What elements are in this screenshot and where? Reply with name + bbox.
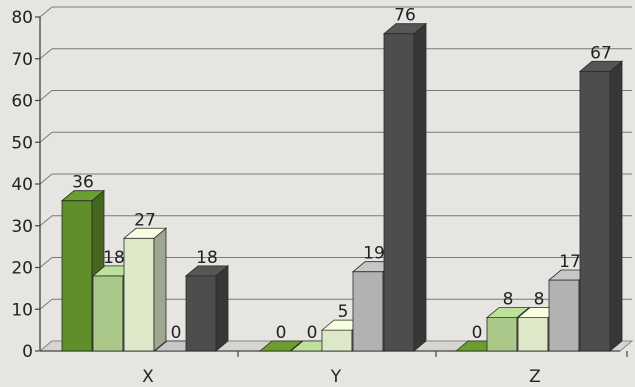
- bar-top: [382, 23, 428, 35]
- data-label: 19: [363, 244, 385, 264]
- bar-top: [60, 190, 106, 202]
- bar-top: [485, 307, 531, 319]
- data-label: 8: [503, 290, 514, 310]
- y-tick-label: 60: [11, 92, 33, 112]
- bar-top: [122, 227, 168, 239]
- bar-front: [579, 70, 611, 352]
- category-label-Y: Y: [330, 367, 342, 387]
- bar-front: [92, 275, 124, 352]
- bar-top: [258, 340, 304, 352]
- bar-top: [578, 60, 624, 72]
- gridline-depth: [39, 215, 53, 227]
- gridline-depth: [39, 298, 53, 310]
- y-tick-label: 30: [11, 217, 33, 237]
- data-label: 18: [196, 248, 218, 268]
- gridline-depth: [39, 48, 53, 60]
- bar-front: [352, 271, 384, 352]
- data-label: 8: [534, 290, 545, 310]
- data-label: 5: [338, 302, 349, 322]
- bar-front: [383, 33, 415, 352]
- bar-X-3: [122, 227, 168, 352]
- category-labels: X Y Z: [142, 367, 541, 387]
- bar-side: [413, 22, 427, 352]
- gridline-depth: [39, 173, 53, 185]
- data-label: 17: [559, 252, 581, 272]
- bar-Z-5: [578, 60, 624, 352]
- y-tick-label: 20: [11, 259, 33, 279]
- bar-front: [61, 200, 93, 352]
- data-label: 0: [307, 323, 318, 343]
- category-label-X: X: [142, 367, 154, 387]
- data-label: 27: [134, 210, 156, 230]
- data-label: 0: [276, 323, 287, 343]
- y-tick-label: 0: [22, 342, 33, 362]
- bars: [60, 22, 624, 352]
- category-label-Z: Z: [529, 367, 541, 387]
- data-label: 36: [72, 173, 94, 193]
- data-label: 67: [590, 43, 612, 63]
- bar-X-1: [60, 189, 106, 352]
- data-label: 76: [394, 6, 416, 26]
- gridline-depth: [39, 131, 53, 143]
- data-label: 18: [103, 248, 125, 268]
- bar-Y-5: [382, 22, 428, 352]
- bar-front: [486, 317, 518, 352]
- gridline-depth: [39, 6, 53, 18]
- data-label: 0: [472, 323, 483, 343]
- data-label: 0: [171, 323, 182, 343]
- y-tick-label: 10: [11, 300, 33, 320]
- bar-front: [321, 329, 353, 352]
- bar-side: [153, 227, 167, 352]
- y-tick-labels: 0 10 20 30 40 50 60 70 80: [11, 8, 33, 362]
- bar-top: [184, 265, 230, 277]
- bar-front: [185, 275, 217, 352]
- bar-front: [123, 237, 155, 352]
- bar-front: [548, 279, 580, 352]
- bar-X-5: [184, 264, 230, 352]
- gridline-depth: [39, 257, 53, 268]
- gridline-depth: [39, 90, 53, 101]
- y-tick-label: 70: [11, 50, 33, 70]
- y-tick-label: 80: [11, 8, 33, 28]
- bar-front: [517, 317, 549, 352]
- y-tick-label: 50: [11, 133, 33, 153]
- bar-Y-1: [258, 340, 304, 352]
- y-tick-label: 40: [11, 175, 33, 195]
- bar-side: [215, 264, 229, 352]
- bar-side: [609, 60, 623, 352]
